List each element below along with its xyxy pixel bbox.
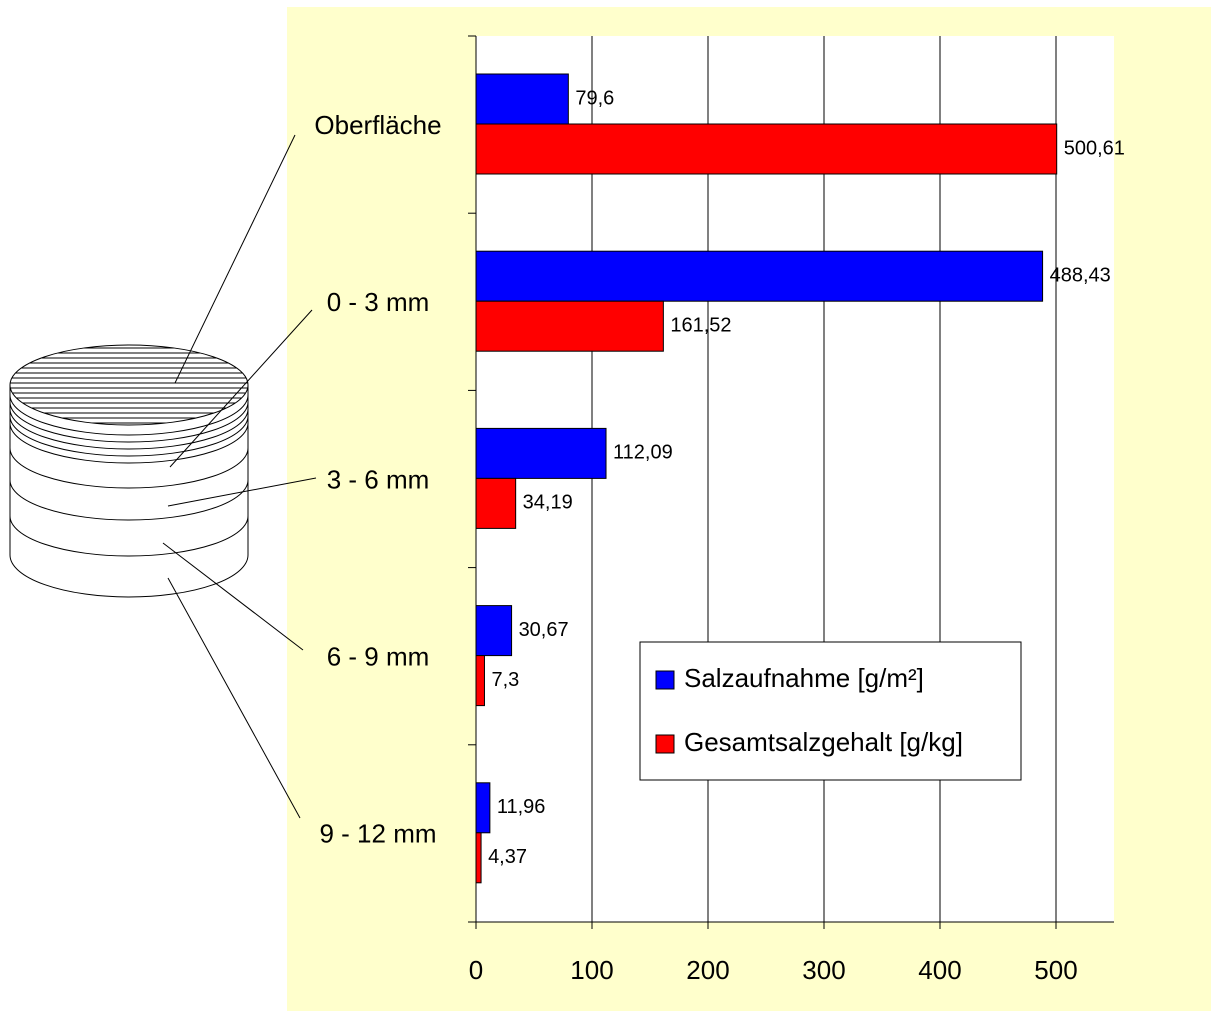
bar xyxy=(475,477,517,529)
value-label: 112,09 xyxy=(613,442,673,464)
bar xyxy=(475,123,1058,175)
category-label: 0 - 3 mm xyxy=(327,287,430,317)
category-label: 3 - 6 mm xyxy=(327,464,430,494)
category-label: 9 - 12 mm xyxy=(319,819,436,849)
bar xyxy=(475,832,482,884)
x-tick-label: 100 xyxy=(570,955,613,985)
category-label: Oberfläche xyxy=(314,110,441,140)
bar xyxy=(475,605,513,657)
value-label: 34,19 xyxy=(523,492,573,514)
x-tick-label: 300 xyxy=(802,955,845,985)
category-label: 6 - 9 mm xyxy=(327,641,430,671)
legend-swatch xyxy=(655,734,675,754)
value-label: 79,6 xyxy=(575,87,614,109)
legend xyxy=(639,641,1022,781)
bar xyxy=(475,73,569,125)
cylinder-illustration xyxy=(9,134,317,819)
legend-label: Gesamtsalzgehalt [g/kg] xyxy=(684,727,963,757)
value-label: 161,52 xyxy=(670,314,731,336)
legend-label: Salzaufnahme [g/m²] xyxy=(684,663,924,693)
value-label: 500,61 xyxy=(1064,137,1125,159)
bar xyxy=(475,655,485,707)
x-tick-label: 0 xyxy=(469,955,483,985)
bar xyxy=(475,250,1044,302)
value-label: 7,3 xyxy=(491,669,519,691)
value-label: 488,43 xyxy=(1050,264,1111,286)
x-tick-label: 200 xyxy=(686,955,729,985)
bar xyxy=(475,300,664,352)
legend-swatch xyxy=(655,670,675,690)
x-tick-label: 500 xyxy=(1034,955,1077,985)
bar xyxy=(475,427,607,479)
value-label: 11,96 xyxy=(497,796,546,818)
value-label: 30,67 xyxy=(519,619,569,641)
value-label: 4,37 xyxy=(488,846,527,868)
x-tick-label: 400 xyxy=(918,955,961,985)
bar xyxy=(475,782,491,834)
